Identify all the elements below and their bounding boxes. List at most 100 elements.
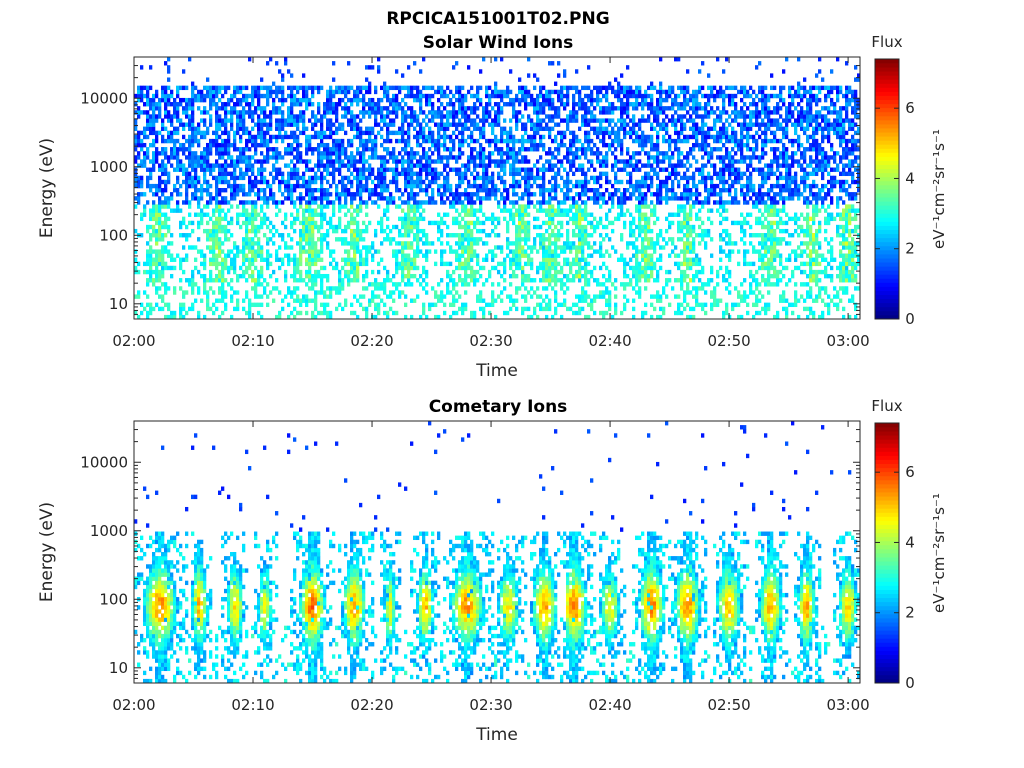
heatmap-cell (461, 102, 465, 107)
heatmap-cell (362, 286, 366, 291)
heatmap-cell (413, 110, 417, 115)
heatmap-cell (536, 171, 540, 177)
heatmap-cell (575, 204, 579, 209)
heatmap-cell (170, 265, 174, 271)
heatmap-cell (467, 192, 471, 197)
heatmap-cell (416, 216, 420, 222)
heatmap-cell (242, 249, 246, 254)
heatmap-cell (566, 228, 570, 234)
heatmap-cell (470, 233, 474, 238)
heatmap-cell (368, 102, 372, 107)
heatmap-cell (590, 93, 594, 99)
heatmap-cell (377, 310, 381, 316)
heatmap-cell (545, 278, 549, 283)
heatmap-cell (419, 175, 423, 181)
heatmap-cell (293, 265, 297, 271)
heatmap-cell (434, 261, 438, 267)
heatmap-cell (389, 192, 393, 197)
heatmap-cell (308, 167, 312, 172)
heatmap-cell (398, 233, 402, 238)
heatmap-cell (158, 200, 162, 205)
heatmap-cell (464, 269, 468, 275)
heatmap-cell (200, 110, 204, 115)
heatmap-cell (200, 159, 204, 164)
heatmap-cell (581, 212, 585, 217)
heatmap-cell (302, 249, 306, 254)
heatmap-cell (482, 110, 486, 115)
heatmap-cell (578, 245, 582, 250)
heatmap-cell (188, 306, 192, 312)
heatmap-cell (227, 85, 231, 91)
heatmap-cell (389, 138, 393, 144)
heatmap-cell (218, 216, 222, 222)
heatmap-cell (245, 290, 249, 295)
heatmap-cell (209, 200, 213, 205)
heatmap-cell (572, 85, 576, 91)
heatmap-cell (218, 298, 222, 303)
heatmap-cell (575, 147, 579, 152)
heatmap-cell (587, 93, 591, 99)
heatmap-cell (299, 175, 303, 181)
heatmap-cell (497, 269, 501, 275)
heatmap-cell (257, 273, 261, 279)
heatmap-cell (401, 118, 405, 123)
heatmap-cell (284, 179, 288, 185)
heatmap-cell (275, 138, 279, 144)
heatmap-cell (464, 122, 468, 127)
heatmap-cell (320, 114, 324, 119)
heatmap-cell (305, 93, 309, 99)
heatmap-cell (155, 159, 159, 164)
heatmap-cell (482, 106, 486, 111)
heatmap-cell (410, 159, 414, 164)
heatmap-cell (437, 175, 441, 181)
heatmap-cell (311, 249, 315, 254)
heatmap-cell (344, 188, 348, 193)
heatmap-cell (362, 306, 366, 312)
heatmap-cell (611, 228, 615, 234)
heatmap-cell (476, 175, 480, 181)
heatmap-cell (362, 237, 366, 242)
heatmap-cell (584, 183, 588, 189)
heatmap-cell (272, 196, 276, 201)
heatmap-cell (317, 134, 321, 140)
heatmap-cell (173, 208, 177, 213)
heatmap-cell (611, 314, 615, 320)
heatmap-cell (347, 261, 351, 267)
heatmap-cell (272, 192, 276, 197)
heatmap-cell (371, 298, 375, 303)
heatmap-cell (383, 89, 387, 95)
heatmap-cell (566, 241, 570, 246)
heatmap-cell (494, 188, 498, 193)
heatmap-cell (593, 200, 597, 205)
heatmap-cell (536, 233, 540, 238)
heatmap-cell (449, 245, 453, 250)
heatmap-cell (206, 142, 210, 148)
heatmap-cell (440, 159, 444, 164)
heatmap-cell (272, 298, 276, 303)
heatmap-cell (188, 114, 192, 119)
heatmap-cell (467, 253, 471, 258)
heatmap-cell (383, 196, 387, 201)
heatmap-cell (437, 224, 441, 230)
heatmap-cell (518, 102, 522, 107)
heatmap-cell (314, 175, 318, 181)
heatmap-cell (371, 257, 375, 262)
heatmap-cell (281, 257, 285, 262)
heatmap-cell (287, 175, 291, 181)
heatmap-cell (581, 183, 585, 189)
heatmap-cell (218, 134, 222, 140)
heatmap-cell (527, 134, 531, 140)
heatmap-cell (152, 155, 156, 160)
heatmap-cell (356, 224, 360, 230)
heatmap-cell (383, 175, 387, 181)
heatmap-cell (200, 249, 204, 254)
heatmap-cell (338, 216, 342, 222)
heatmap-cell (464, 249, 468, 254)
heatmap-cell (233, 241, 237, 246)
heatmap-cell (236, 216, 240, 222)
heatmap-cell (293, 138, 297, 144)
heatmap-cell (218, 314, 222, 320)
heatmap-cell (581, 233, 585, 238)
heatmap-cell (461, 237, 465, 242)
heatmap-cell (314, 196, 318, 201)
